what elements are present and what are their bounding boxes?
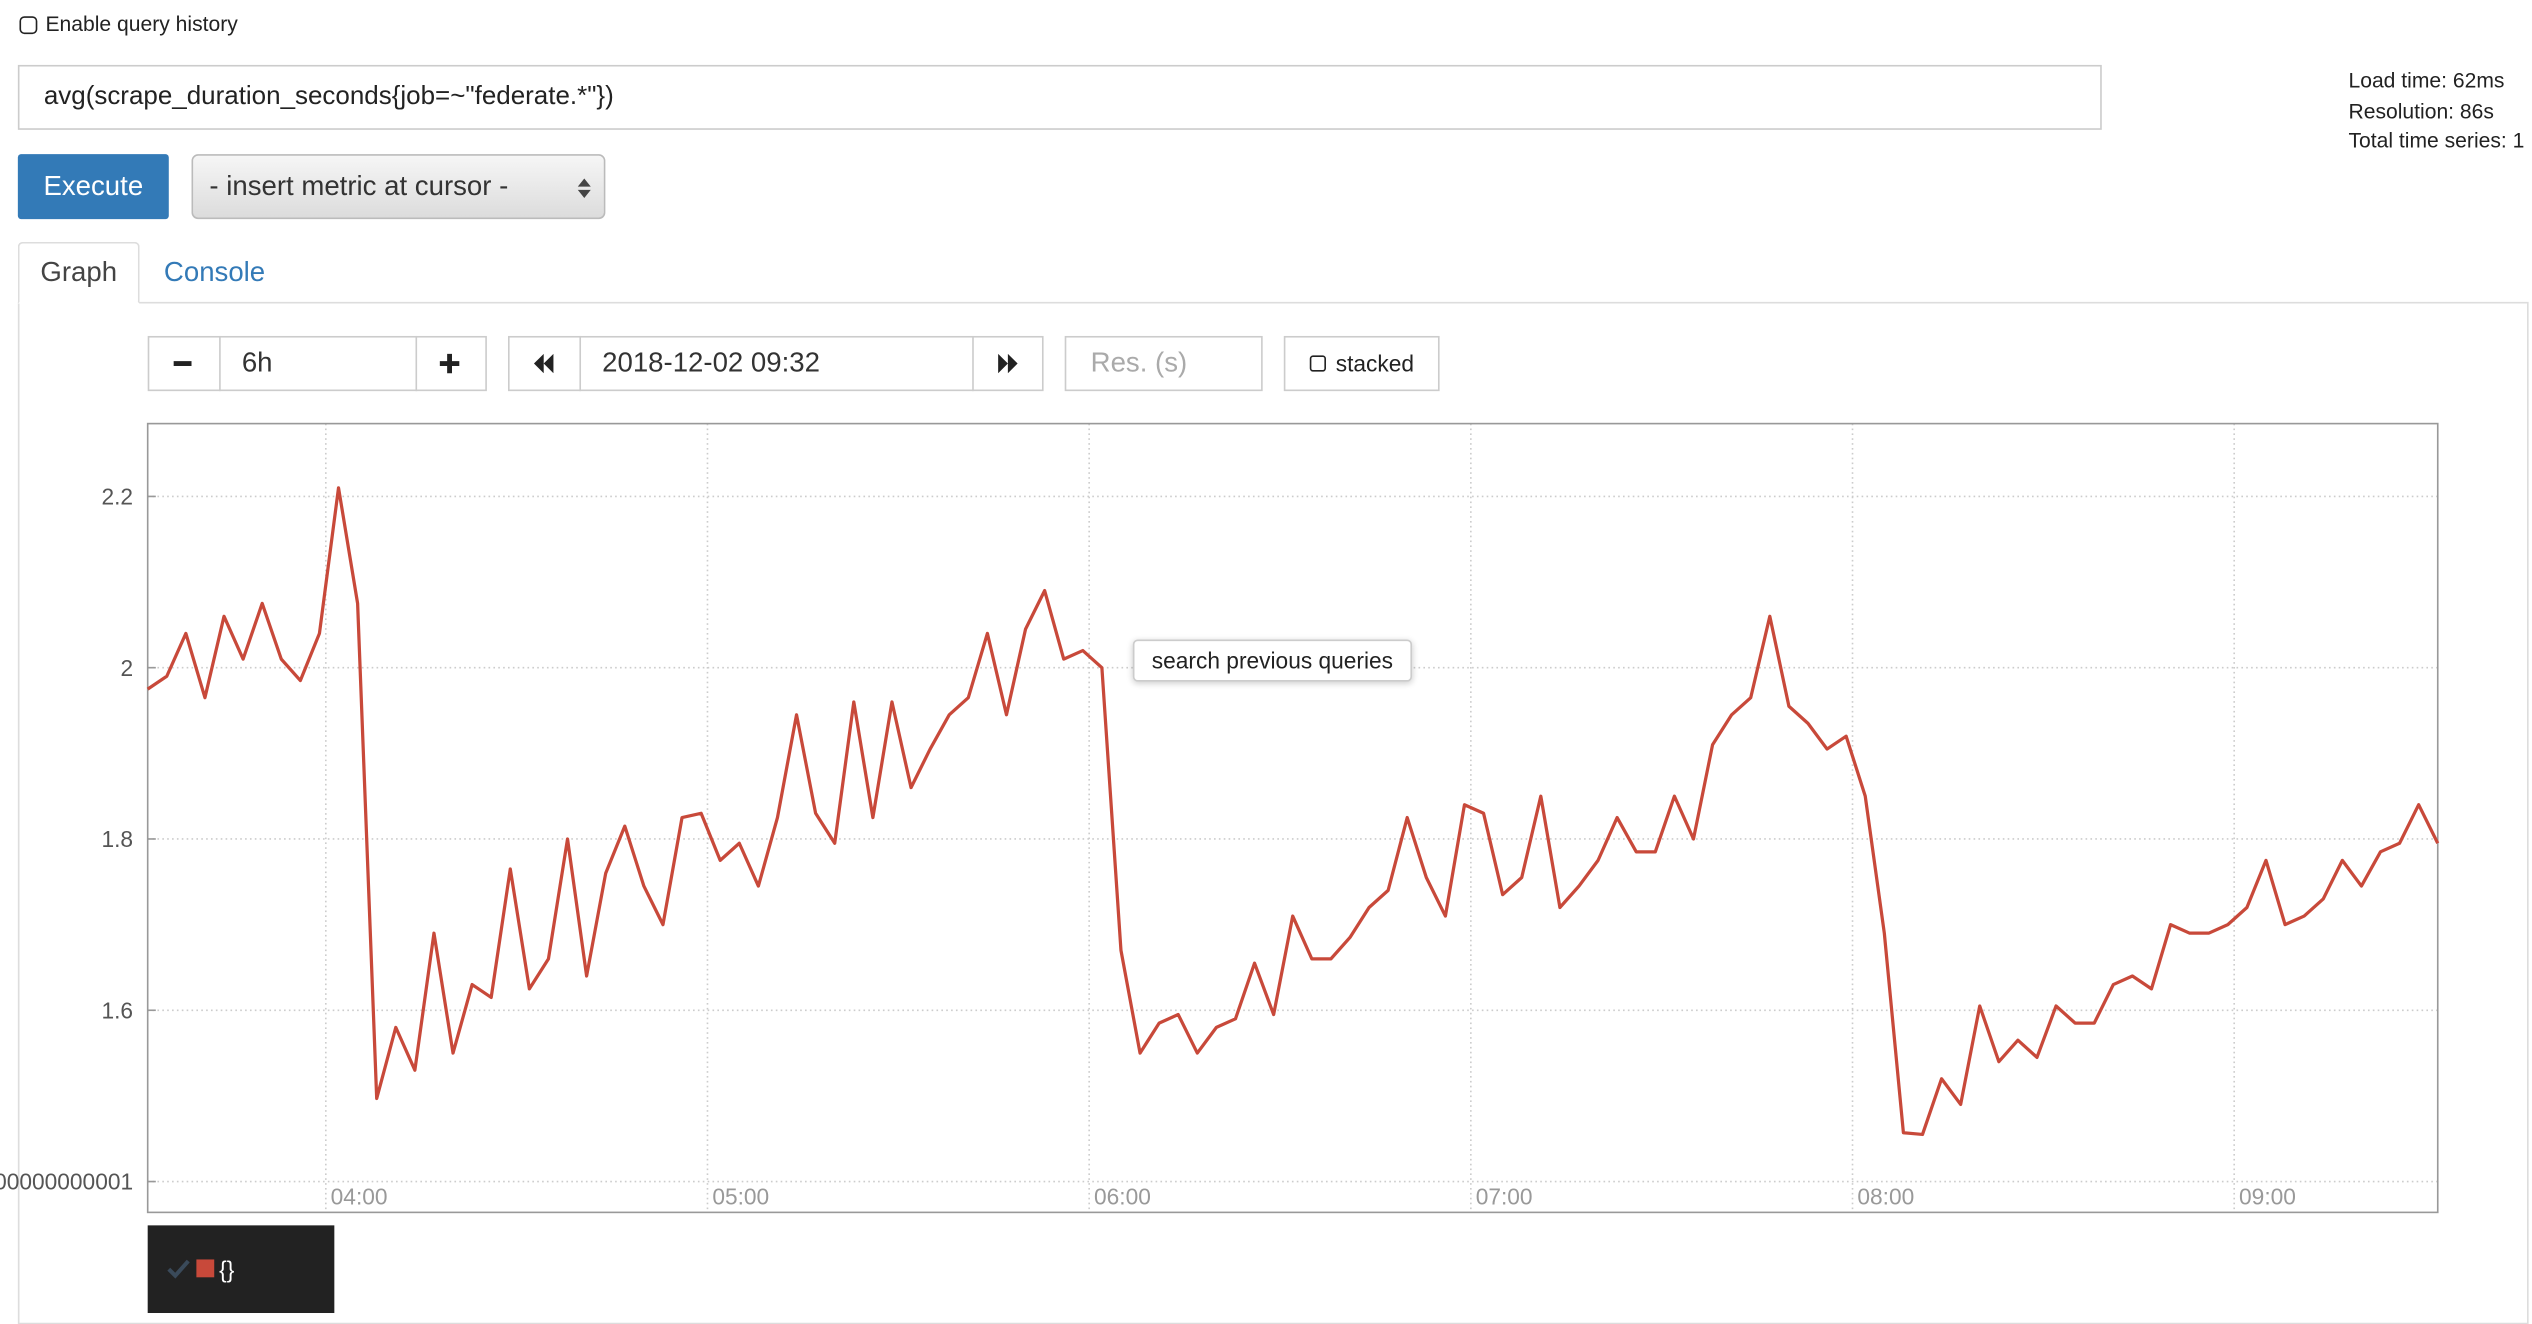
history-label[interactable]: Enable query history	[45, 11, 238, 36]
metric-select-text: - insert metric at cursor -	[209, 170, 509, 202]
x-tick-label: 08:00	[1857, 1183, 1914, 1209]
stats: Load time: 62ms Resolution: 86s Total ti…	[2348, 67, 2524, 157]
plot-border	[146, 422, 2439, 1214]
y-tick-label: 2	[120, 655, 133, 681]
resolution-placeholder: Res. (s)	[1090, 347, 1188, 379]
time-group	[507, 335, 1044, 392]
x-tick-label: 06:00	[1094, 1183, 1151, 1209]
y-tick-label: 2.2	[101, 484, 133, 510]
tab-console[interactable]: Console	[163, 256, 266, 288]
tab-content	[17, 301, 2529, 1324]
x-tick-label: 07:00	[1476, 1183, 1533, 1209]
x-tick-label: 05:00	[712, 1183, 769, 1209]
series-line	[146, 486, 2440, 1137]
stacked-checkbox	[1309, 355, 1326, 372]
chart: 1.4000000000000001 1.6 1.8 2 2.2 04:00 05:00 06…	[0, 422, 2440, 1214]
total-series: Total time series: 1	[2348, 128, 2525, 153]
tab-graph[interactable]: Graph	[17, 241, 140, 304]
execute-button[interactable]: Execute	[17, 154, 169, 220]
resolution-input[interactable]: Res. (s)	[1064, 335, 1263, 392]
y-tick-label: 1.8	[101, 826, 133, 852]
stacked-toggle[interactable]: stacked	[1283, 335, 1440, 392]
y-tick-label: 1.4000000000000001	[0, 1169, 133, 1195]
legend-check[interactable]	[167, 1259, 190, 1279]
time-forward[interactable]	[997, 353, 1020, 374]
metric-select[interactable]: - insert metric at cursor -	[191, 154, 606, 220]
range-plus[interactable]	[438, 352, 461, 375]
x-tick-label: 04:00	[331, 1183, 388, 1209]
tooltip: search previous queries	[1132, 639, 1413, 682]
select-arrows	[577, 178, 591, 199]
stacked-label: stacked	[1335, 350, 1415, 377]
divider	[972, 335, 974, 392]
expression-input[interactable]: avg(scrape_duration_seconds{job=~"federa…	[17, 64, 2102, 130]
resolution: Resolution: 86s	[2348, 98, 2494, 123]
legend-label[interactable]: {}	[219, 1256, 235, 1283]
x-tick-label: 09:00	[2239, 1183, 2296, 1209]
end-time-input[interactable]: 2018-12-02 09:32	[602, 347, 820, 379]
range-group	[147, 335, 487, 392]
y-tick-label: 1.6	[101, 997, 133, 1023]
load-time: Load time: 62ms	[2348, 68, 2505, 93]
divider	[219, 335, 221, 392]
time-back[interactable]	[532, 353, 555, 374]
range-input[interactable]: 6h	[241, 347, 273, 379]
divider	[415, 335, 418, 392]
expression-text: avg(scrape_duration_seconds{job=~"federa…	[43, 82, 614, 111]
legend: {}	[147, 1225, 335, 1314]
divider	[579, 335, 582, 392]
history-checkbox[interactable]	[19, 16, 38, 35]
range-minus[interactable]	[172, 360, 195, 366]
legend-swatch	[196, 1259, 215, 1278]
